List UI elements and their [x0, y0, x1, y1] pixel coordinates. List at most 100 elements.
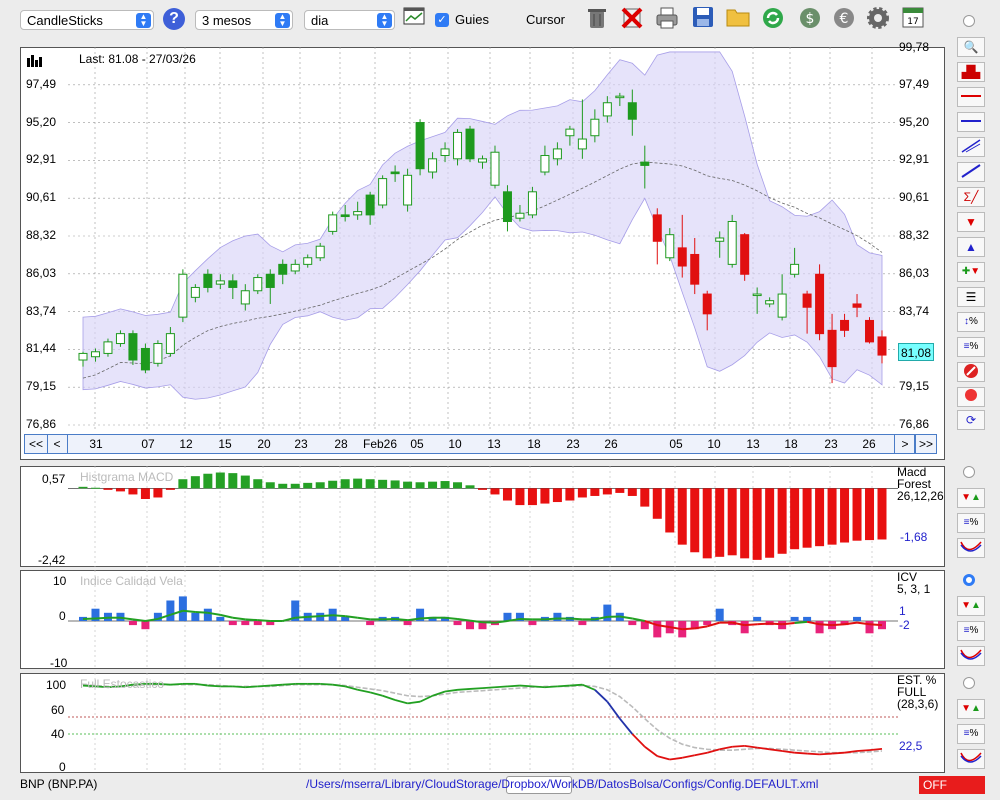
candle-body	[453, 131, 463, 160]
add-markers-icon[interactable]: ✚▼	[957, 262, 985, 282]
icv-scale-icon[interactable]: ≡%	[957, 621, 985, 641]
icv-signal-segment	[320, 614, 333, 618]
candle-body	[815, 273, 825, 335]
delete-icon[interactable]	[619, 6, 645, 32]
printer-icon[interactable]	[654, 6, 680, 32]
guides-checkbox[interactable]: ✓	[435, 13, 449, 27]
last-quote-label: Last: 81.08 - 27/03/26	[79, 52, 196, 66]
icv-panel-radio[interactable]	[963, 574, 975, 586]
macd-curve-icon[interactable]	[957, 538, 985, 558]
icv-bar	[453, 621, 462, 626]
scale-percent-icon[interactable]: ↕%	[957, 312, 985, 332]
stoch-k-segment	[507, 684, 521, 688]
date-navigator[interactable]: << < > >> 31 07 12 15 20 23 28 Feb26 05 10 13 18 23 2…	[24, 434, 937, 454]
period-select[interactable]: 3 mesos ▲ ▼	[195, 10, 293, 30]
refresh-icon[interactable]	[760, 6, 786, 32]
date-tick-label: 18	[784, 437, 798, 451]
macd-name: Macd Forest	[897, 465, 932, 491]
mode-off-badge[interactable]: OFF	[919, 776, 985, 794]
macd-scale-icon[interactable]: ≡%	[957, 513, 985, 533]
nav-prev-button[interactable]: <	[47, 435, 68, 453]
interval-select[interactable]: dia ▲ ▼	[304, 10, 395, 30]
stoch-curve-icon[interactable]	[957, 749, 985, 769]
sigma-line-icon[interactable]: Σ╱	[957, 187, 985, 207]
macd-value: -1,68	[900, 530, 928, 544]
chart-type-select[interactable]: CandleSticks ▲ ▼	[20, 10, 154, 30]
candle-body	[852, 303, 862, 308]
candle-body	[802, 293, 812, 308]
stoch-k-segment	[844, 750, 858, 754]
icv-bar	[141, 621, 150, 630]
icv-bar	[266, 621, 275, 626]
no-entry-icon[interactable]	[957, 362, 985, 382]
cycle-icon[interactable]: ⟳	[957, 410, 985, 430]
folder-icon[interactable]	[725, 6, 751, 32]
candlestick-chart[interactable]	[20, 47, 945, 432]
macd-panel-radio[interactable]	[963, 466, 975, 478]
icv-bar	[865, 621, 874, 634]
stoch-move-icon[interactable]: ▼▲	[957, 699, 985, 719]
help-icon[interactable]: ?	[163, 8, 185, 30]
arrow-up-icon[interactable]: ▲	[957, 237, 985, 257]
nav-next-button[interactable]: >	[894, 435, 916, 453]
bollinger-band	[82, 51, 883, 400]
macd-bar	[490, 488, 500, 495]
macd-bar	[465, 485, 475, 489]
icv-bar	[291, 600, 300, 621]
save-icon[interactable]	[690, 6, 716, 32]
grid-lines-icon[interactable]: ☰	[957, 287, 985, 307]
zoom-icon[interactable]: 🔍	[957, 37, 985, 57]
lines-percent-icon[interactable]: ≡%	[957, 337, 985, 357]
price-tick-label-right: 86,03	[899, 265, 930, 280]
stoch-k-segment	[657, 755, 671, 761]
icv-move-icon[interactable]: ▼▲	[957, 596, 985, 616]
price-tick-label-left: 76,86	[26, 417, 57, 431]
macd-bar	[502, 488, 512, 501]
icv-bar	[328, 608, 337, 621]
main-panel-radio[interactable]	[963, 15, 975, 27]
stoch-panel[interactable]	[20, 673, 945, 773]
candle-body	[253, 277, 263, 292]
nav-first-button[interactable]: <<	[25, 435, 48, 453]
stoch-k-segment	[232, 685, 246, 689]
calendar-icon[interactable]: 17	[900, 6, 926, 32]
cursor-checkbox[interactable]	[506, 776, 572, 794]
stoch-k-segment	[82, 684, 96, 688]
gear-icon[interactable]	[865, 6, 891, 32]
stoch-k-segment	[95, 685, 109, 689]
horizontal-line-blue-icon[interactable]	[957, 112, 985, 132]
stoch-panel-radio[interactable]	[963, 677, 975, 689]
macd-move-icon[interactable]: ▼▲	[957, 488, 985, 508]
candle-body	[840, 319, 850, 331]
icv-bar	[128, 621, 137, 626]
stoch-title: Full Estocastico	[80, 677, 165, 691]
stoch-scale-icon[interactable]: ≡%	[957, 724, 985, 744]
record-icon[interactable]	[957, 387, 985, 407]
euro-icon[interactable]: €	[831, 6, 857, 32]
candle-body	[90, 351, 100, 358]
icv-signal-segment	[444, 616, 458, 620]
icv-curve-icon[interactable]	[957, 646, 985, 666]
price-tick-label-left: 81,44	[26, 341, 57, 356]
stoch-k-segment	[694, 751, 708, 757]
config-path-link[interactable]: /Users/mserra/Library/CloudStorage/Dropb…	[306, 777, 819, 791]
dollar-refresh-icon[interactable]: $	[797, 6, 823, 32]
chart-window-icon[interactable]	[401, 6, 427, 32]
trash-icon[interactable]	[584, 6, 610, 32]
y-label-top: 99,78	[899, 40, 930, 54]
trend-line-icon[interactable]	[957, 162, 985, 182]
stoch-k-segment	[432, 690, 446, 697]
candle-body	[777, 293, 787, 318]
macd-bar	[103, 488, 113, 490]
icv-bar	[253, 621, 262, 626]
channel-line-icon[interactable]	[957, 137, 985, 157]
horizontal-line-red-icon[interactable]	[957, 87, 985, 107]
macd-bar	[328, 480, 338, 489]
arrow-down-icon[interactable]: ▼	[957, 212, 985, 232]
icv-signal-segment	[831, 623, 845, 627]
icv-signal-segment	[120, 616, 134, 621]
price-tick-label-left: 95,20	[26, 114, 57, 129]
nav-last-button[interactable]: >>	[914, 435, 937, 453]
icv-bar	[528, 621, 537, 626]
indicator-overlay-icon[interactable]: ▟▙	[957, 62, 985, 82]
